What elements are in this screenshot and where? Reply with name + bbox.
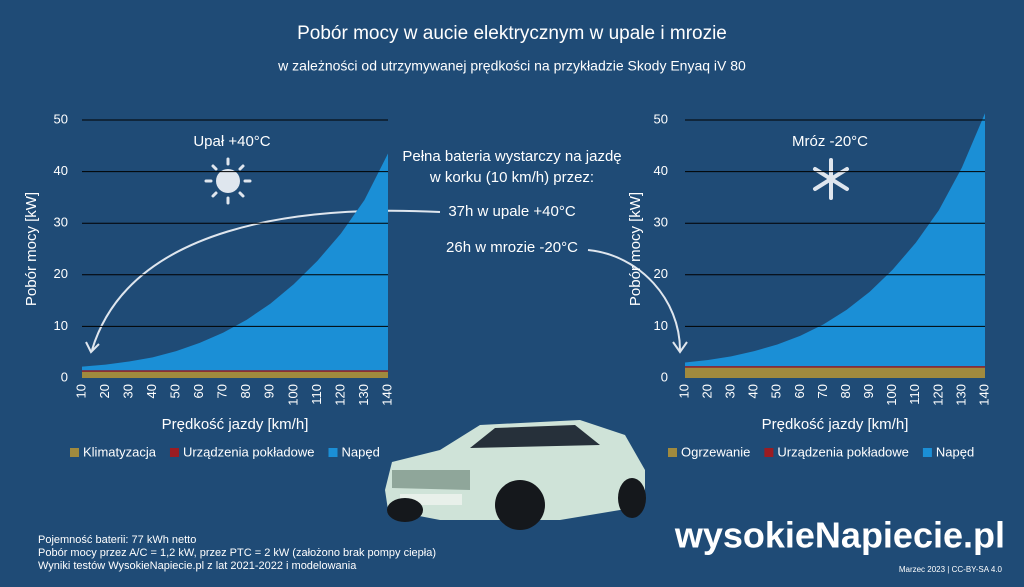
footnote: Wyniki testów WysokieNapiecie.pl z lat 2… (38, 560, 357, 572)
x-tick-label: 60 (792, 384, 807, 398)
x-tick-label: 130 (356, 384, 371, 406)
title: Pobór mocy w aucie elektrycznym w upale … (297, 23, 727, 44)
legend-swatch (169, 448, 179, 457)
y-axis-label: Pobór mocy [kW] (23, 192, 40, 306)
x-tick-label: 140 (976, 384, 991, 406)
x-tick-label: 140 (379, 384, 394, 406)
area (685, 366, 985, 368)
legend-label: Napęd (342, 444, 380, 459)
x-axis-label: Prędkość jazdy [km/h] (162, 416, 309, 433)
x-tick-label: 40 (144, 384, 159, 398)
y-tick-label: 20 (54, 266, 68, 281)
x-tick-label: 90 (262, 384, 277, 398)
footnote: Pobór mocy przez A/C = 1,2 kW, przez PTC… (38, 547, 436, 559)
x-tick-label: 120 (930, 384, 945, 406)
x-tick-label: 40 (746, 384, 761, 398)
x-tick-label: 110 (907, 384, 922, 405)
legend-label: Ogrzewanie (681, 444, 750, 459)
x-tick-label: 20 (97, 384, 112, 398)
x-tick-label: 60 (191, 384, 206, 398)
x-axis-label: Prędkość jazdy [km/h] (762, 416, 909, 433)
y-axis-label: Pobór mocy [kW] (627, 192, 644, 306)
y-tick-label: 10 (54, 318, 68, 333)
x-tick-label: 70 (815, 384, 830, 398)
snowflake-icon (813, 158, 849, 200)
x-tick-label: 80 (238, 384, 253, 398)
area (82, 153, 388, 371)
area (685, 367, 985, 378)
x-tick-label: 80 (838, 384, 853, 398)
annotation: 26h w mrozie -20°C (446, 239, 578, 256)
x-tick-label: 10 (73, 384, 88, 398)
x-tick-label: 90 (861, 384, 876, 398)
x-tick-label: 120 (332, 384, 347, 406)
x-tick-label: 130 (953, 384, 968, 406)
x-tick-label: 30 (121, 384, 136, 398)
legend-swatch (668, 448, 677, 457)
y-tick-label: 50 (654, 111, 668, 126)
legend-swatch (328, 448, 338, 457)
x-tick-label: 100 (884, 384, 899, 406)
area (82, 371, 388, 378)
legend-swatch (764, 448, 774, 457)
y-tick-label: 40 (54, 163, 68, 178)
car-illustration (385, 420, 646, 530)
y-tick-label: 0 (661, 369, 668, 384)
chart-title: Mróz -20°C (792, 133, 868, 150)
y-tick-label: 30 (654, 215, 668, 230)
area (685, 113, 985, 367)
arrow-head (672, 341, 688, 354)
y-tick-label: 10 (654, 318, 668, 333)
arrow (587, 249, 681, 351)
legend-label: Urządzenia pokładowe (777, 444, 909, 459)
y-tick-label: 30 (54, 215, 68, 230)
arrow-head (85, 341, 100, 354)
sun-icon (204, 157, 252, 205)
legend-swatch (70, 448, 79, 457)
x-tick-label: 30 (723, 384, 738, 398)
annotation: Pełna bateria wystarczy na jazdę (402, 148, 621, 165)
x-tick-label: 10 (676, 384, 691, 398)
legend-label: Napęd (936, 444, 974, 459)
y-tick-label: 50 (54, 111, 68, 126)
x-tick-label: 70 (215, 384, 230, 398)
footnote: Pojemność baterii: 77 kWh netto (38, 534, 196, 546)
legend-label: Klimatyzacja (83, 444, 157, 459)
credit: Marzec 2023 | CC-BY-SA 4.0 (899, 565, 1003, 574)
annotation: 37h w upale +40°C (448, 203, 576, 220)
x-tick-label: 100 (285, 384, 300, 406)
area (82, 370, 388, 372)
legend-label: Urządzenia pokładowe (183, 444, 315, 459)
y-tick-label: 0 (61, 369, 68, 384)
x-tick-label: 110 (309, 384, 324, 405)
chart-title: Upał +40°C (193, 133, 270, 150)
subtitle: w zależności od utrzymywanej prędkości n… (277, 58, 746, 74)
annotation: w korku (10 km/h) przez: (429, 169, 594, 186)
logo: wysokieNapiecie.pl (674, 515, 1005, 556)
x-tick-label: 50 (769, 384, 784, 398)
x-tick-label: 50 (168, 384, 183, 398)
legend-swatch (922, 448, 932, 457)
y-tick-label: 40 (654, 163, 668, 178)
y-tick-label: 20 (654, 266, 668, 281)
x-tick-label: 20 (700, 384, 715, 398)
